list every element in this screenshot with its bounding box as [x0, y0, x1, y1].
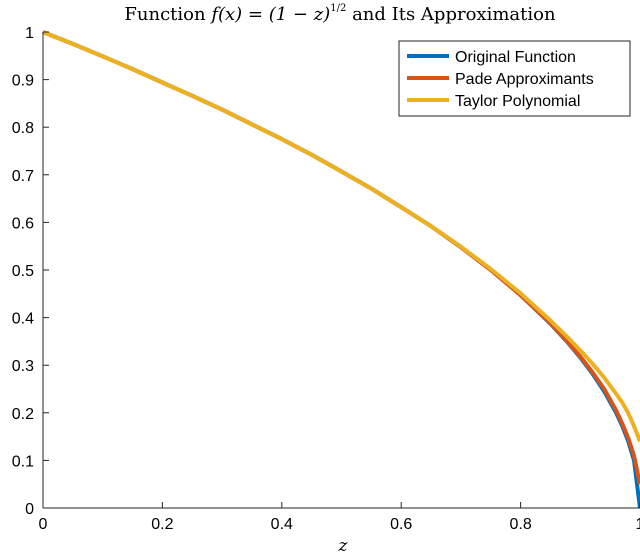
- y-tick-label-1: 0.1: [12, 453, 34, 470]
- x-axis-label: z: [338, 536, 349, 556]
- y-tick-label-3: 0.3: [12, 358, 34, 375]
- title-suffix: and Its Approximation: [346, 4, 556, 25]
- y-tick-label-8: 0.8: [12, 120, 34, 137]
- title-prefix: Function: [124, 4, 211, 25]
- y-ticks: 0 0.1 0.2 0.3 0.4 0.5 0.6 0.7 0.8 0.9 1: [12, 25, 49, 518]
- y-tick-label-5: 0.5: [12, 263, 34, 280]
- x-ticks: 0 0.2 0.4 0.6 0.8 1: [39, 502, 640, 533]
- y-tick-label-10: 1: [25, 25, 34, 42]
- y-tick-label-0: 0: [25, 501, 34, 518]
- title-exp-num: 1: [330, 3, 336, 14]
- y-tick-label-2: 0.2: [12, 406, 34, 423]
- title-exp-den: 2: [340, 3, 346, 14]
- chart-title: Function f(x) = (1 − z)1/2 and Its Appro…: [124, 3, 556, 25]
- series-line-2: [42, 30, 640, 443]
- x-tick-label-2: 0.4: [271, 516, 293, 533]
- y-tick-label-4: 0.4: [12, 311, 34, 328]
- x-tick-label-1: 0.2: [151, 516, 173, 533]
- x-tick-label-0: 0: [39, 516, 48, 533]
- y-tick-label-9: 0.9: [12, 73, 34, 90]
- x-tick-label-5: 1: [636, 516, 640, 533]
- y-tick-label-6: 0.6: [12, 215, 34, 232]
- title-exp-slash: /: [337, 3, 341, 14]
- legend-label-2: Taylor Polynomial: [455, 93, 580, 110]
- x-tick-label-4: 0.8: [509, 516, 531, 533]
- plot-lines: [42, 30, 640, 509]
- x-tick-label-3: 0.6: [390, 516, 412, 533]
- legend: Original Function Pade Approximants Taylor…: [398, 40, 631, 117]
- title-math: f(x) = (1 − z): [209, 4, 330, 25]
- legend-label-0: Original Function: [455, 49, 576, 66]
- legend-label-1: Pade Approximants: [455, 71, 594, 88]
- y-tick-label-7: 0.7: [12, 168, 34, 185]
